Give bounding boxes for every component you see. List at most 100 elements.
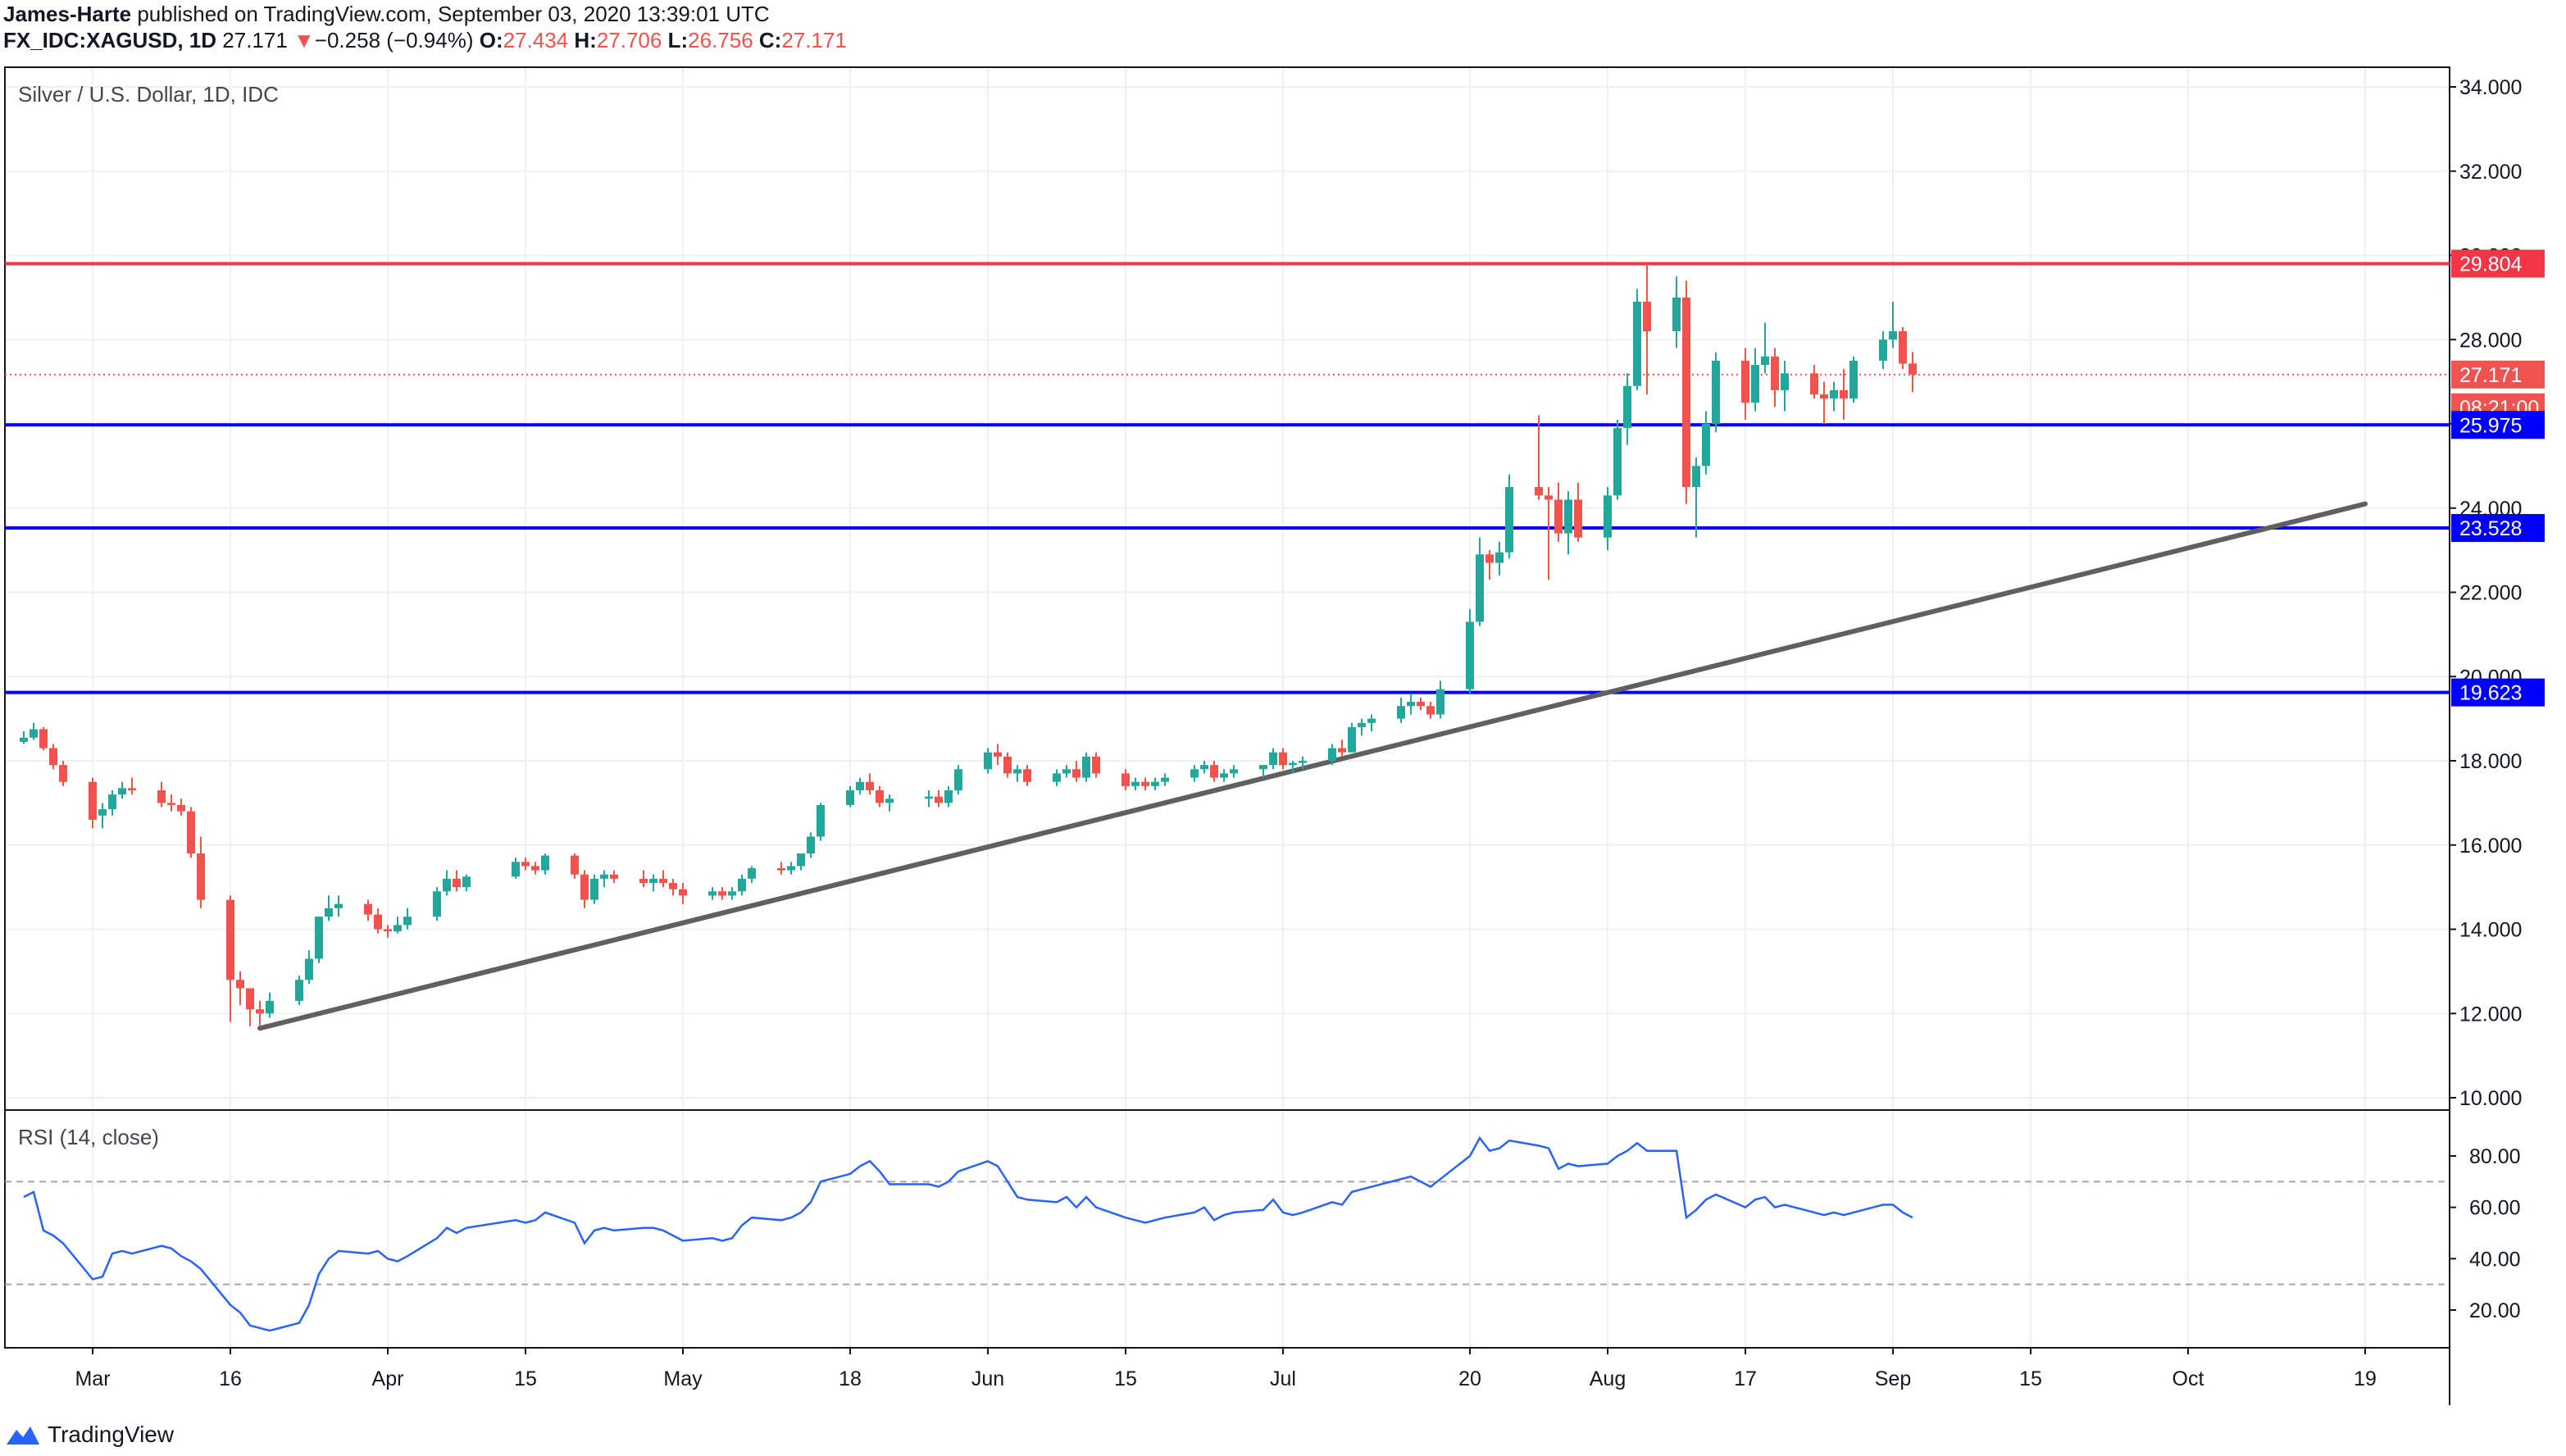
candle bbox=[1141, 777, 1149, 790]
price-label-box bbox=[2451, 678, 2545, 707]
candle bbox=[1505, 474, 1513, 559]
candle-body bbox=[1436, 689, 1445, 715]
candle bbox=[856, 777, 864, 795]
candle bbox=[1338, 739, 1346, 757]
price-label-support: 23.528 bbox=[2451, 513, 2545, 542]
candle bbox=[1121, 769, 1130, 790]
candle-body bbox=[1771, 356, 1779, 390]
candle-body bbox=[108, 794, 116, 810]
candle bbox=[1299, 756, 1307, 770]
candle bbox=[59, 761, 67, 786]
price-label-box bbox=[2451, 411, 2545, 439]
candle bbox=[541, 853, 549, 875]
close-value: 27.171 bbox=[781, 28, 847, 52]
time-tick-label: 15 bbox=[514, 1367, 537, 1390]
candle-body bbox=[1269, 752, 1277, 766]
candle-body bbox=[659, 878, 667, 883]
candle-body bbox=[1495, 552, 1504, 563]
author-name[interactable]: James-Harte bbox=[3, 2, 132, 26]
candle-body bbox=[649, 878, 657, 883]
price-label-text: 25.975 bbox=[2459, 414, 2522, 437]
candle bbox=[1712, 352, 1720, 433]
candle-body bbox=[708, 891, 717, 896]
candle-body bbox=[1879, 339, 1887, 361]
candle-body bbox=[197, 853, 205, 900]
candle-body bbox=[1889, 330, 1897, 340]
candle-body bbox=[374, 914, 382, 930]
candle bbox=[1230, 765, 1238, 778]
candle-body bbox=[1230, 769, 1238, 774]
horizontal-levels[interactable] bbox=[5, 262, 2450, 694]
candle bbox=[433, 887, 441, 921]
candle-body bbox=[1485, 554, 1494, 563]
candle bbox=[1889, 302, 1897, 348]
footer-brand[interactable]: TradingView bbox=[48, 1422, 175, 1447]
candle-body bbox=[846, 789, 854, 805]
price-label-text: 19.623 bbox=[2459, 682, 2522, 705]
candle-body bbox=[1564, 499, 1572, 534]
candle bbox=[256, 1000, 264, 1026]
candle bbox=[659, 870, 667, 888]
candle-body bbox=[1466, 621, 1474, 689]
candle-body bbox=[531, 866, 539, 871]
candle-body bbox=[1702, 424, 1710, 466]
price-tick-label: 16.000 bbox=[2459, 835, 2522, 858]
candle-body bbox=[187, 811, 195, 854]
time-axis[interactable]: Mar 16 Apr 15 May 18 Jun 15 Jul 20 Aug 17 Sep 15 Oct 19 bbox=[75, 1348, 2377, 1390]
candle-body bbox=[1121, 773, 1130, 786]
candle-body bbox=[1082, 756, 1090, 778]
candle-body bbox=[20, 737, 28, 742]
candle bbox=[1131, 777, 1140, 790]
footer: TradingView bbox=[5, 1417, 174, 1453]
time-tick-label: Oct bbox=[2172, 1367, 2204, 1390]
candle-body bbox=[30, 729, 38, 738]
chart-frame bbox=[4, 66, 2450, 1349]
candle-body bbox=[1909, 363, 1917, 375]
candle bbox=[935, 789, 943, 808]
candle bbox=[157, 781, 166, 808]
candle-body bbox=[1200, 765, 1208, 770]
candle-body bbox=[1092, 756, 1100, 774]
candle-body bbox=[462, 876, 471, 888]
candle-body bbox=[1899, 330, 1907, 364]
price-axis[interactable]: 10.00012.00014.00016.00018.00020.00022.0… bbox=[2450, 76, 2522, 1110]
candle-body bbox=[935, 796, 943, 803]
price-label-box bbox=[2451, 513, 2545, 542]
candle bbox=[1259, 765, 1267, 778]
trendline-layer[interactable] bbox=[257, 501, 2368, 1031]
candle bbox=[334, 895, 343, 917]
candle bbox=[738, 874, 746, 896]
candle-body bbox=[1574, 499, 1582, 538]
candle-body bbox=[944, 789, 953, 803]
candle bbox=[374, 908, 382, 934]
candle bbox=[118, 781, 126, 799]
trendline[interactable] bbox=[257, 501, 2368, 1031]
candle bbox=[462, 874, 471, 892]
candle bbox=[1899, 326, 1907, 370]
candle bbox=[1840, 369, 1848, 420]
candle-body bbox=[39, 729, 48, 748]
candle bbox=[807, 832, 815, 858]
candle bbox=[797, 853, 805, 871]
candle bbox=[98, 803, 107, 829]
tradingview-logo-icon[interactable] bbox=[5, 1422, 41, 1447]
candle-body bbox=[1751, 365, 1759, 403]
low-label: L: bbox=[667, 28, 689, 52]
candle-body bbox=[984, 752, 992, 770]
candle-body bbox=[1830, 389, 1838, 399]
candle bbox=[1535, 415, 1543, 500]
candle bbox=[403, 908, 412, 930]
candle bbox=[649, 874, 657, 892]
candle-body bbox=[1672, 297, 1681, 331]
price-tick-label: 22.000 bbox=[2459, 582, 2522, 605]
open-value: 27.434 bbox=[503, 28, 569, 52]
candle bbox=[876, 785, 884, 808]
candle bbox=[1348, 722, 1356, 753]
candle bbox=[1013, 765, 1021, 782]
candle bbox=[39, 726, 48, 751]
time-tick-label: Mar bbox=[75, 1367, 110, 1390]
rsi-axis[interactable]: 20.00 40.00 60.00 80.00 bbox=[2450, 1145, 2521, 1322]
candle bbox=[177, 799, 185, 816]
